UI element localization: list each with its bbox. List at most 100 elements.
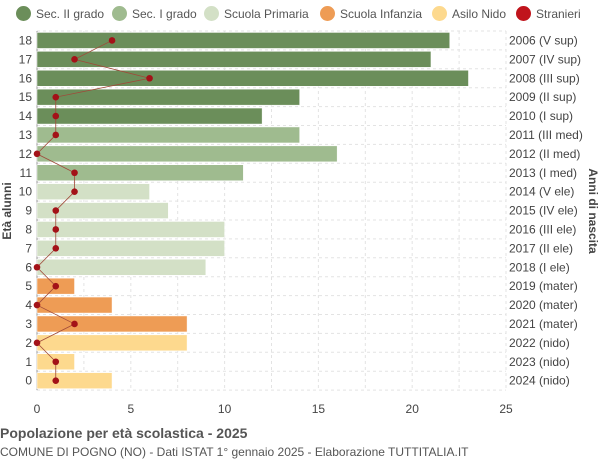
chart-subtitle: COMUNE DI POGNO (NO) - Dati ISTAT 1° gen… <box>0 445 469 459</box>
y-tick-label-birth: 2021 (mater) <box>509 317 578 331</box>
stranieri-point <box>71 169 78 177</box>
y-tick-label-birth: 2015 (IV ele) <box>509 204 578 218</box>
y-tick-label-birth: 2017 (II ele) <box>509 241 573 255</box>
bar <box>36 259 207 276</box>
legend-label: Sec. I grado <box>132 6 197 21</box>
bar <box>36 164 244 181</box>
legend-label: Sec. II grado <box>36 6 105 21</box>
stranieri-point <box>52 226 60 233</box>
stranieri-point <box>71 320 78 328</box>
legend-item-asilo-nido[interactable]: Asilo Nido <box>432 6 506 21</box>
stranieri-point <box>71 56 78 63</box>
x-tick-label: 0 <box>34 402 41 416</box>
y-tick-label-birth: 2019 (mater) <box>509 279 578 293</box>
y-axis-title-left: Età alunni <box>0 182 14 239</box>
y-tick-label-birth: 2024 (nido) <box>509 374 570 388</box>
y-tick-label-birth: 2006 (V sup) <box>509 33 578 47</box>
bar <box>36 51 432 68</box>
legend-item-stranieri[interactable]: Stranieri <box>516 6 581 21</box>
legend-item-scuola-primaria[interactable]: Scuola Primaria <box>204 6 309 21</box>
y-tick-label-age: 13 <box>19 128 33 142</box>
y-tick-label-birth: 2013 (I med) <box>509 166 577 180</box>
stranieri-point <box>52 282 60 290</box>
legend-label: Scuola Infanzia <box>340 6 423 21</box>
bar <box>36 240 225 257</box>
y-tick-label-birth: 2010 (I sup) <box>509 109 573 123</box>
y-tick-label-age: 18 <box>19 33 33 47</box>
bar <box>36 202 169 219</box>
legend-item-scuola-infanzia[interactable]: Scuola Infanzia <box>320 6 422 21</box>
stranieri-point <box>52 112 60 120</box>
stranieri-point <box>33 263 41 271</box>
y-tick-label-age: 16 <box>19 71 33 85</box>
y-axis-title-right: Anni di nascita <box>586 168 600 254</box>
y-tick-label-age: 1 <box>25 355 32 369</box>
y-tick-label-age: 0 <box>25 374 32 388</box>
bar <box>36 183 150 200</box>
stranieri-series <box>33 37 153 384</box>
legend-label: Stranieri <box>536 6 581 21</box>
stranieri-point <box>52 131 60 139</box>
stranieri-point <box>52 358 60 366</box>
y-tick-label-age: 15 <box>19 90 33 104</box>
y-tick-label-age: 17 <box>19 52 33 66</box>
stranieri-point <box>33 301 41 309</box>
stranieri-point <box>52 377 60 384</box>
y-tick-label-age: 4 <box>25 298 32 312</box>
bar <box>36 126 300 144</box>
y-tick-label-birth: 2009 (II sup) <box>509 90 576 104</box>
y-tick-label-age: 8 <box>25 222 32 236</box>
y-tick-label-age: 12 <box>19 147 33 161</box>
y-tick-label-age: 10 <box>19 185 33 199</box>
bar <box>36 145 338 163</box>
bar <box>36 315 188 333</box>
y-tick-label-birth: 2020 (mater) <box>509 298 578 312</box>
stranieri-point <box>33 339 41 347</box>
legend-swatch <box>516 6 531 21</box>
y-tick-label-birth: 2022 (nido) <box>509 336 570 350</box>
chart-title: Popolazione per età scolastica - 2025 <box>0 425 248 441</box>
stranieri-point <box>71 188 78 195</box>
stranieri-point <box>52 245 60 252</box>
legend: Sec. II grado Sec. I grado Scuola Primar… <box>0 6 600 26</box>
legend-label: Scuola Primaria <box>224 6 309 21</box>
legend-swatch <box>320 6 335 21</box>
y-tick-label-age: 3 <box>25 317 32 331</box>
y-tick-label-birth: 2016 (III ele) <box>509 222 576 236</box>
x-tick-label: 5 <box>127 402 134 416</box>
y-tick-label-age: 9 <box>25 204 32 218</box>
y-tick-label-birth: 2018 (I ele) <box>509 260 570 274</box>
bars <box>36 32 469 389</box>
stranieri-point <box>146 74 153 82</box>
stranieri-point <box>52 207 60 214</box>
bar <box>36 372 113 389</box>
stranieri-point <box>108 37 116 44</box>
y-tick-label-birth: 2012 (II med) <box>509 147 580 161</box>
legend-label: Asilo Nido <box>452 6 507 21</box>
x-tick-label: 20 <box>406 402 420 416</box>
x-tick-label: 10 <box>218 402 232 416</box>
y-tick-label-birth: 2023 (nido) <box>509 355 570 369</box>
bar <box>36 107 263 125</box>
y-tick-label-age: 5 <box>25 279 32 293</box>
x-tick-label: 15 <box>312 402 326 416</box>
legend-swatch <box>432 6 447 21</box>
y-tick-label-age: 11 <box>20 166 33 180</box>
legend-swatch <box>16 6 31 21</box>
y-tick-label-age: 2 <box>25 336 32 350</box>
y-tick-label-birth: 2007 (IV sup) <box>509 52 581 66</box>
legend-item-sec-ii-grado[interactable]: Sec. II grado <box>16 6 104 21</box>
y-tick-label-age: 14 <box>19 109 33 123</box>
y-tick-label-birth: 2014 (V ele) <box>509 185 574 199</box>
legend-swatch <box>204 6 219 21</box>
stranieri-point <box>52 93 60 101</box>
y-tick-label-birth: 2011 (III med) <box>509 128 583 142</box>
bar <box>36 70 469 87</box>
y-tick-label-age: 6 <box>25 260 32 274</box>
stranieri-point <box>33 150 41 158</box>
bar <box>36 88 300 106</box>
legend-swatch <box>112 6 127 21</box>
legend-item-sec-i-grado[interactable]: Sec. I grado <box>112 6 197 21</box>
